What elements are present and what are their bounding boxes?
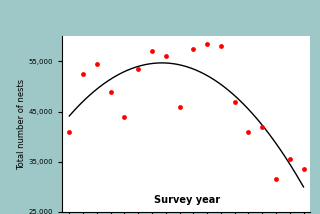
Point [81, 72, 86, 76]
Point [246, 130, 251, 133]
Point [232, 100, 237, 103]
Point [177, 105, 182, 108]
Point [218, 45, 223, 48]
Text: Survey year: Survey year [154, 195, 220, 205]
Point [67, 130, 72, 133]
Point [149, 50, 155, 53]
Point [108, 90, 113, 93]
Point [191, 47, 196, 51]
Point [301, 168, 306, 171]
Point [260, 125, 265, 128]
Point [273, 178, 278, 181]
Y-axis label: Total number of nests: Total number of nests [17, 79, 26, 170]
Point [136, 67, 141, 71]
Point [287, 158, 292, 161]
Point [94, 62, 100, 66]
Point [204, 42, 210, 46]
Point [163, 55, 168, 58]
Point [122, 115, 127, 118]
